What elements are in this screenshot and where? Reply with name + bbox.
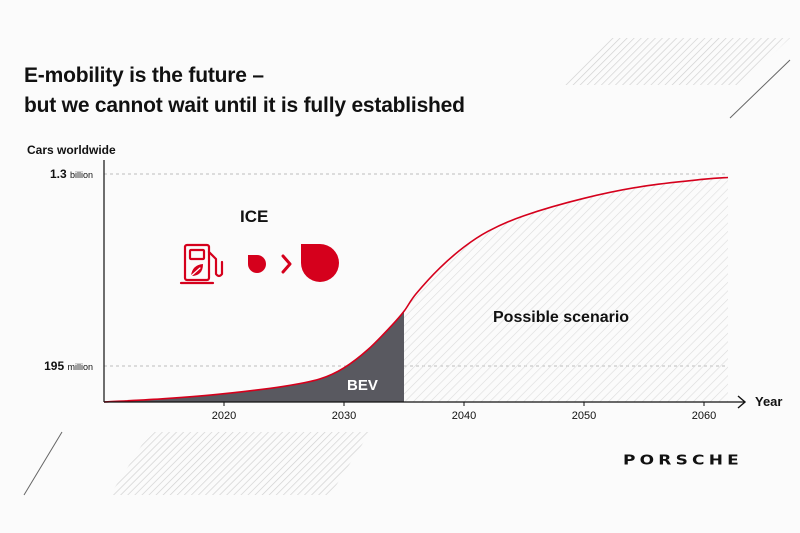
x-tick-label-2050: 2050 xyxy=(572,410,596,422)
y-level-label-0: 195 million xyxy=(44,359,93,373)
x-tick-label-2020: 2020 xyxy=(212,410,236,422)
decorative-line-bottom-left xyxy=(23,431,63,496)
x-tick-label-2030: 2030 xyxy=(332,410,356,422)
small-drop-icon xyxy=(248,255,266,273)
series-line xyxy=(103,176,729,403)
y-level-label-1: 1.3 billion xyxy=(50,167,93,181)
slide-title-line-1: E-mobility is the future – xyxy=(24,64,264,87)
chevron-right-icon xyxy=(281,254,292,274)
scenario-area xyxy=(104,177,728,402)
bev-area xyxy=(104,311,404,402)
bev-label: BEV xyxy=(347,377,378,394)
slide-title-line-2: but we cannot wait until it is fully est… xyxy=(24,94,465,117)
large-drop-icon xyxy=(301,244,339,282)
decorative-hatch-bottom-left xyxy=(110,432,370,495)
y-axis-label: Cars worldwide xyxy=(27,143,116,157)
chart-areas xyxy=(103,176,729,403)
x-axis-label: Year xyxy=(755,394,782,409)
scenario-label: Possible scenario xyxy=(493,309,629,326)
x-axis-arrow xyxy=(737,395,747,409)
decorative-line-top-right xyxy=(729,59,791,119)
x-tick-label-2040: 2040 xyxy=(452,410,476,422)
y-level-labels: 195 million 1.3 billion xyxy=(44,167,93,373)
fuel-pump-leaf-icon xyxy=(179,243,224,285)
chart-axes xyxy=(103,160,747,409)
x-tick-label-2060: 2060 xyxy=(692,410,716,422)
ice-label: ICE xyxy=(240,207,268,226)
porsche-logo: PORSCHE xyxy=(623,453,743,469)
x-tick-labels: 2020 2030 2040 2050 2060 xyxy=(212,402,716,422)
decorative-hatch-top-right xyxy=(560,38,790,85)
